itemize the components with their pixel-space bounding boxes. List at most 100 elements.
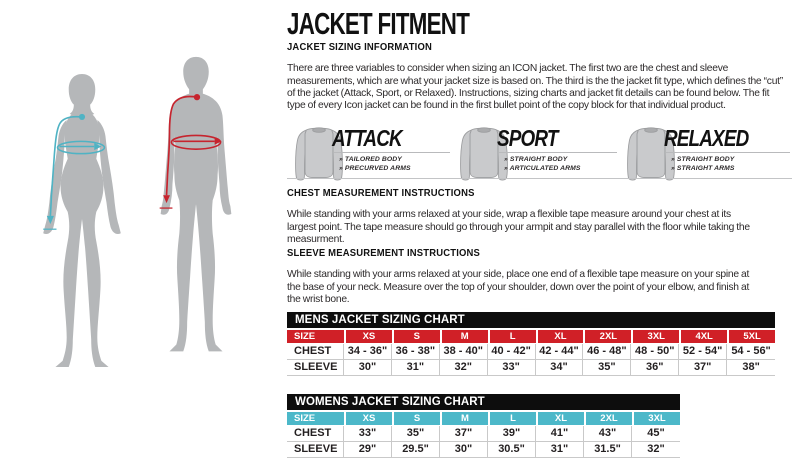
size-value: 32" xyxy=(439,360,488,376)
fit-bullet: » STRAIGHT BODY xyxy=(671,156,735,163)
column-header-xs: XS xyxy=(346,412,392,425)
divider xyxy=(334,152,450,153)
chart-header-row: SIZE XS S M L XL 2XL 3XL xyxy=(287,412,680,425)
size-value: 38" xyxy=(727,360,775,376)
chest-instructions-heading: CHEST MEASUREMENT INSTRUCTIONS xyxy=(287,187,475,199)
fit-bullet-list: » TAILORED BODY » PRECURVED ARMS xyxy=(339,156,411,173)
female-right-arm xyxy=(97,119,121,235)
column-header-2xl: 2XL xyxy=(585,330,632,343)
divider xyxy=(287,178,452,179)
size-value: 39" xyxy=(488,426,536,442)
size-value: 30.5" xyxy=(488,442,536,458)
column-header-size: SIZE xyxy=(287,330,344,343)
fit-type-attack: ATTACK » TAILORED BODY » PRECURVED ARMS xyxy=(287,123,452,185)
size-value: 34 - 36" xyxy=(344,344,392,360)
chest-instructions-text: While standing with your arms relaxed at… xyxy=(287,209,750,245)
column-header-size: SIZE xyxy=(287,412,344,425)
size-value: 43" xyxy=(584,426,632,442)
size-value: 30" xyxy=(440,442,488,458)
fit-type-name: ATTACK xyxy=(332,125,403,151)
column-header-xl: XL xyxy=(537,330,584,343)
row-label: CHEST xyxy=(287,344,344,360)
chart-header-row: SIZE XS S M L XL 2XL 3XL 4XL 5XL xyxy=(287,330,775,343)
male-right-arm xyxy=(214,100,232,215)
female-sleeve-measure-line xyxy=(43,113,86,230)
size-value: 52 - 54" xyxy=(679,344,728,360)
female-body xyxy=(55,110,109,367)
size-value: 31" xyxy=(536,442,584,458)
size-value: 37" xyxy=(440,426,488,442)
row-label: SLEEVE xyxy=(287,360,344,376)
mens-sizing-chart: MENS JACKET SIZING CHART SIZE XS S M L XL 2XL 3X… xyxy=(287,312,775,376)
size-value: 37" xyxy=(679,360,728,376)
column-header-2xl: 2XL xyxy=(586,412,632,425)
size-value: 30" xyxy=(344,360,392,376)
size-value: 38 - 40" xyxy=(439,344,488,360)
size-value: 36 - 38" xyxy=(391,344,440,360)
fit-bullet: » STRAIGHT ARMS xyxy=(671,164,735,172)
sleeve-instructions-heading: SLEEVE MEASUREMENT INSTRUCTIONS xyxy=(287,247,481,259)
fit-bullet: » PRECURVED ARMS xyxy=(339,164,411,172)
size-value: 33" xyxy=(344,426,392,442)
size-value: 29" xyxy=(344,442,392,458)
size-value: 32" xyxy=(632,442,680,458)
page-title: JACKET FITMENT xyxy=(287,6,470,41)
column-header-l: L xyxy=(490,412,536,425)
column-header-s: S xyxy=(393,330,440,343)
table-row-chest: CHEST 34 - 36" 36 - 38" 38 - 40" 40 - 42" 42 … xyxy=(287,344,775,360)
womens-sizing-chart: WOMENS JACKET SIZING CHART SIZE XS S M L XL 2XL… xyxy=(287,394,680,458)
female-chest-measure-line xyxy=(56,140,106,155)
fit-bullet-list: » STRAIGHT BODY » STRAIGHT ARMS xyxy=(671,156,735,173)
size-value: 41" xyxy=(536,426,584,442)
fit-bullet: » ARTICULATED ARMS xyxy=(504,164,581,172)
size-value: 31" xyxy=(391,360,440,376)
size-value: 31.5" xyxy=(584,442,632,458)
row-label: CHEST xyxy=(287,426,344,442)
chart-title: MENS JACKET SIZING CHART xyxy=(287,312,775,328)
column-header-5xl: 5XL xyxy=(729,330,775,343)
female-left-arm xyxy=(43,119,67,235)
size-value: 45" xyxy=(632,426,680,442)
male-silhouette xyxy=(159,56,232,352)
column-header-l: L xyxy=(489,330,536,343)
size-value: 35" xyxy=(392,426,440,442)
size-value: 36" xyxy=(631,360,680,376)
size-value: 40 - 42" xyxy=(487,344,536,360)
table-row-sleeve: SLEEVE 29" 29.5" 30" 30.5" 31" 31.5" 32" xyxy=(287,442,680,458)
divider xyxy=(619,178,792,179)
sizing-info-heading: JACKET SIZING INFORMATION xyxy=(287,41,433,53)
column-header-xs: XS xyxy=(346,330,392,343)
chart-title: WOMENS JACKET SIZING CHART xyxy=(287,394,680,410)
column-header-3xl: 3XL xyxy=(633,330,680,343)
male-head xyxy=(183,56,209,95)
size-value: 42 - 44" xyxy=(535,344,584,360)
sleeve-instructions-text: While standing with your arms relaxed at… xyxy=(287,269,750,305)
divider xyxy=(452,178,619,179)
male-body xyxy=(169,92,223,352)
fit-bullet-list: » STRAIGHT BODY » ARTICULATED ARMS xyxy=(504,156,581,173)
column-header-3xl: 3XL xyxy=(634,412,680,425)
column-header-4xl: 4XL xyxy=(681,330,728,343)
divider xyxy=(499,152,617,153)
size-value: 29.5" xyxy=(392,442,440,458)
row-label: SLEEVE xyxy=(287,442,344,458)
column-header-s: S xyxy=(394,412,440,425)
size-value: 46 - 48" xyxy=(583,344,632,360)
female-head xyxy=(68,74,96,117)
table-row-sleeve: SLEEVE 30" 31" 32" 33" 34" 35" 36" 37" 38" xyxy=(287,360,775,376)
measurement-figures xyxy=(0,0,287,466)
fit-bullet: » STRAIGHT BODY xyxy=(504,156,568,163)
sizing-info-text: There are three variables to consider wh… xyxy=(287,63,783,111)
female-silhouette xyxy=(43,74,121,367)
fit-type-name: SPORT xyxy=(497,125,558,151)
size-value: 35" xyxy=(583,360,632,376)
content-column: JACKET FITMENT JACKET SIZING INFORMATION… xyxy=(287,0,792,466)
size-value: 54 - 56" xyxy=(727,344,775,360)
fit-types-row: ATTACK » TAILORED BODY » PRECURVED ARMS … xyxy=(287,123,792,185)
male-sleeve-measure-line xyxy=(159,93,201,209)
size-value: 34" xyxy=(535,360,584,376)
divider xyxy=(666,152,790,153)
size-value: 48 - 50" xyxy=(631,344,680,360)
fit-type-relaxed: RELAXED » STRAIGHT BODY » STRAIGHT ARMS xyxy=(619,123,792,185)
